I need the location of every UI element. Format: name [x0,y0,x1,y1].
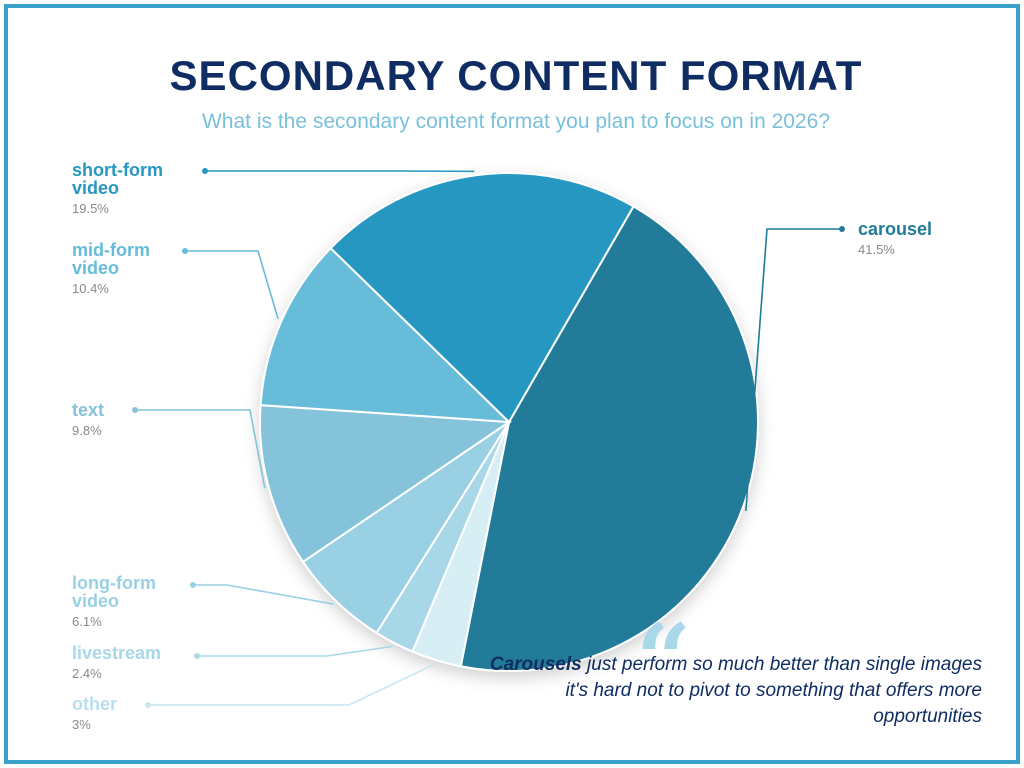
leader-dot-livestream [194,653,200,659]
leader-dot-long-form-video [190,582,196,588]
leader-dot-short-form-video [202,168,208,174]
slice-label-text: text 9.8% [72,401,104,438]
slice-label-long-form-video: long-form video 6.1% [72,574,156,629]
quote-highlight: Carousels [489,654,582,675]
chart-subtitle: What is the secondary content format you… [201,110,831,133]
slice-value-mid-form-video: 10.4% [72,281,109,296]
slice-label-short-form-video: short-form video 19.5% [72,161,163,216]
slice-label-other: other 3% [72,695,117,732]
slice-value-other: 3% [72,717,91,732]
leader-line-other [148,663,436,706]
slice-value-livestream: 2.4% [72,666,102,681]
leader-line-mid-form-video [185,250,279,320]
slice-name-short-form-video: short-form video [72,160,163,198]
pie-slice-mid-form-video [259,246,512,424]
pie-slice-short-form-video [329,172,635,424]
slice-name-other: other [72,694,117,714]
slice-value-text: 9.8% [72,423,102,438]
slice-label-carousel: carousel 41.5% [858,220,932,257]
leader-line-livestream [197,645,393,657]
leader-dot-other [145,702,151,708]
quote-text: just perform so much better than single … [565,654,982,727]
leader-line-text [135,409,266,489]
leader-line-carousel [745,228,842,512]
slice-value-carousel: 41.5% [858,242,895,257]
pie-slice-text [259,404,512,564]
slice-name-text: text [72,400,105,420]
slice-label-livestream: livestream 2.4% [72,644,161,681]
pie-slice-carousel [459,204,759,672]
slice-name-livestream: livestream [72,643,162,663]
slice-name-mid-form-video: mid-form video [72,240,150,278]
leader-line-long-form-video [193,584,334,605]
chart-title: SECONDARY CONTENT FORMAT [169,52,863,99]
slice-name-carousel: carousel [858,219,933,239]
slice-name-long-form-video: long-form video [72,573,156,611]
testimonial-quote: Carousels just perform so much better th… [462,652,982,730]
slice-value-short-form-video: 19.5% [72,201,109,216]
leader-dot-text [132,407,138,413]
quote-mark-icon: “ [636,603,692,716]
leader-dot-mid-form-video [182,248,188,254]
leader-dot-carousel [839,226,845,232]
slice-label-mid-form-video: mid-form video 10.4% [72,241,150,296]
slice-value-long-form-video: 6.1% [72,614,102,629]
